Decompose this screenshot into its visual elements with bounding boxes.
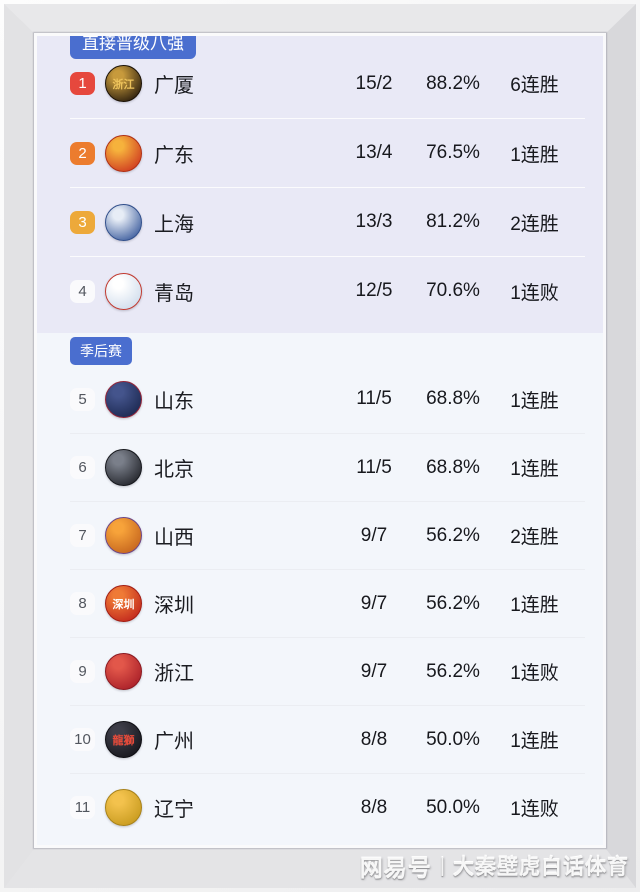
picture-frame: 直接晋级八强 1 浙江 广厦 15/2 88.2% 6连胜 2 广东 13/4 … (4, 4, 636, 888)
rank-badge: 6 (70, 456, 95, 479)
liaoning-flying-leopards-logo (105, 789, 142, 826)
team-name: 上海 (154, 213, 194, 236)
direct-qualification-badge: 直接晋级八强 (70, 36, 196, 59)
beijing-ducks-logo (105, 449, 142, 486)
record-value: 11/5 (356, 456, 392, 478)
team-row[interactable]: 8 深圳 深圳 9/7 56.2% 1连胜 (70, 569, 585, 637)
rank-badge: 8 (70, 592, 95, 615)
team-name: 青岛 (154, 282, 194, 305)
netease-logo-text: 网易号 (359, 855, 432, 881)
streak-value: 1连败 (510, 663, 559, 684)
team-row[interactable]: 5 山东 11/5 68.8% 1连胜 (70, 365, 585, 433)
rank-badge: 11 (70, 796, 95, 819)
team-logo-glyph: 浙江 (112, 78, 135, 91)
rank-badge: 3 (70, 210, 95, 234)
record-value: 13/4 (355, 142, 393, 163)
team-name: 浙江 (154, 663, 194, 685)
win-pct-value: 88.2% (426, 72, 480, 94)
streak-value: 6连胜 (510, 75, 559, 96)
streak-value: 2连胜 (510, 213, 559, 235)
team-name: 广厦 (154, 75, 194, 97)
zhejiang-golden-bulls-logo (105, 653, 142, 690)
team-name: 山东 (154, 390, 194, 413)
team-name: 广东 (154, 144, 194, 167)
rank-badge: 4 (70, 279, 95, 303)
streak-value: 1连胜 (510, 595, 559, 616)
team-row[interactable]: 7 山西 9/7 56.2% 2连胜 (70, 501, 585, 569)
team-name: 广州 (154, 731, 194, 753)
win-pct-value: 68.8% (426, 388, 480, 409)
team-row[interactable]: 3 上海 13/3 81.2% 2连胜 (70, 187, 585, 256)
team-row[interactable]: 9 浙江 9/7 56.2% 1连败 (70, 637, 585, 705)
streak-value: 1连胜 (510, 459, 559, 480)
section-direct-qualification: 直接晋级八强 1 浙江 广厦 15/2 88.2% 6连胜 2 广东 13/4 … (37, 36, 603, 333)
rank-badge: 9 (70, 660, 95, 683)
win-pct-value: 81.2% (426, 211, 480, 232)
team-row[interactable]: 10 龍獅 广州 8/8 50.0% 1连胜 (70, 705, 585, 773)
team-rows-bottom: 5 山东 11/5 68.8% 1连胜 6 北京 11/5 68.8% 1连胜 … (70, 365, 585, 841)
win-pct-value: 76.5% (426, 142, 480, 163)
streak-value: 1连败 (510, 799, 559, 820)
standings-table: 直接晋级八强 1 浙江 广厦 15/2 88.2% 6连胜 2 广东 13/4 … (37, 36, 603, 845)
streak-value: 1连胜 (510, 144, 559, 166)
win-pct-value: 70.6% (426, 280, 480, 301)
team-name: 辽宁 (154, 799, 194, 821)
shandong-hispeed-logo (105, 380, 142, 418)
record-value: 13/3 (355, 211, 393, 232)
guangsha-lions-logo: 浙江 (105, 65, 142, 102)
team-logo-glyph: 龍獅 (112, 734, 135, 747)
win-pct-value: 68.8% (426, 456, 480, 478)
team-row[interactable]: 2 广东 13/4 76.5% 1连胜 (70, 118, 585, 187)
shenzhen-leopards-logo: 深圳 (105, 585, 142, 622)
rank-badge: 2 (70, 141, 95, 165)
watermark-divider: | (439, 854, 445, 877)
section-badge-wrap: 直接晋级八强 (70, 36, 603, 59)
team-name: 深圳 (154, 595, 194, 617)
team-name: 北京 (154, 459, 194, 481)
rank-badge: 10 (70, 728, 95, 751)
record-value: 8/8 (360, 796, 388, 818)
record-value: 9/7 (360, 660, 388, 682)
team-row[interactable]: 6 北京 11/5 68.8% 1连胜 (70, 433, 585, 501)
section-playoffs: 季后赛 5 山东 11/5 68.8% 1连胜 6 北京 11/5 68.8% … (37, 333, 603, 845)
team-logo-glyph: 深圳 (112, 598, 135, 611)
rank-badge: 5 (70, 387, 95, 411)
record-value: 9/7 (360, 524, 388, 546)
streak-value: 1连胜 (510, 731, 559, 752)
record-value: 11/5 (356, 388, 392, 409)
streak-value: 1连败 (510, 282, 559, 304)
win-pct-value: 50.0% (426, 796, 480, 818)
streak-value: 2连胜 (510, 527, 559, 548)
team-row[interactable]: 1 浙江 广厦 15/2 88.2% 6连胜 (70, 49, 585, 118)
guangzhou-loong-lions-logo: 龍獅 (105, 721, 142, 758)
qingdao-eagles-logo (105, 272, 142, 310)
rank-badge: 1 (70, 72, 95, 95)
win-pct-value: 56.2% (426, 660, 480, 682)
section-badge-wrap: 季后赛 (70, 333, 603, 365)
guangdong-tigers-logo (105, 134, 142, 172)
playoffs-badge: 季后赛 (70, 337, 132, 365)
team-row[interactable]: 11 辽宁 8/8 50.0% 1连败 (70, 773, 585, 841)
watermark-author: 大秦壁虎白话体育 (453, 856, 629, 879)
team-rows-top: 1 浙江 广厦 15/2 88.2% 6连胜 2 广东 13/4 76.5% 1… (70, 49, 585, 325)
streak-value: 1连胜 (510, 390, 559, 412)
shanghai-sharks-logo (105, 203, 142, 241)
record-value: 12/5 (355, 280, 393, 301)
win-pct-value: 50.0% (426, 728, 480, 750)
record-value: 15/2 (355, 72, 393, 94)
record-value: 9/7 (360, 592, 388, 614)
team-name: 山西 (154, 527, 194, 549)
win-pct-value: 56.2% (426, 524, 480, 546)
rank-badge: 7 (70, 524, 95, 547)
shanxi-loongs-logo (105, 517, 142, 554)
watermark: 网易号 | 大秦壁虎白话体育 (360, 849, 629, 883)
record-value: 8/8 (360, 728, 388, 750)
team-row[interactable]: 4 青岛 12/5 70.6% 1连败 (70, 256, 585, 325)
win-pct-value: 56.2% (426, 592, 480, 614)
